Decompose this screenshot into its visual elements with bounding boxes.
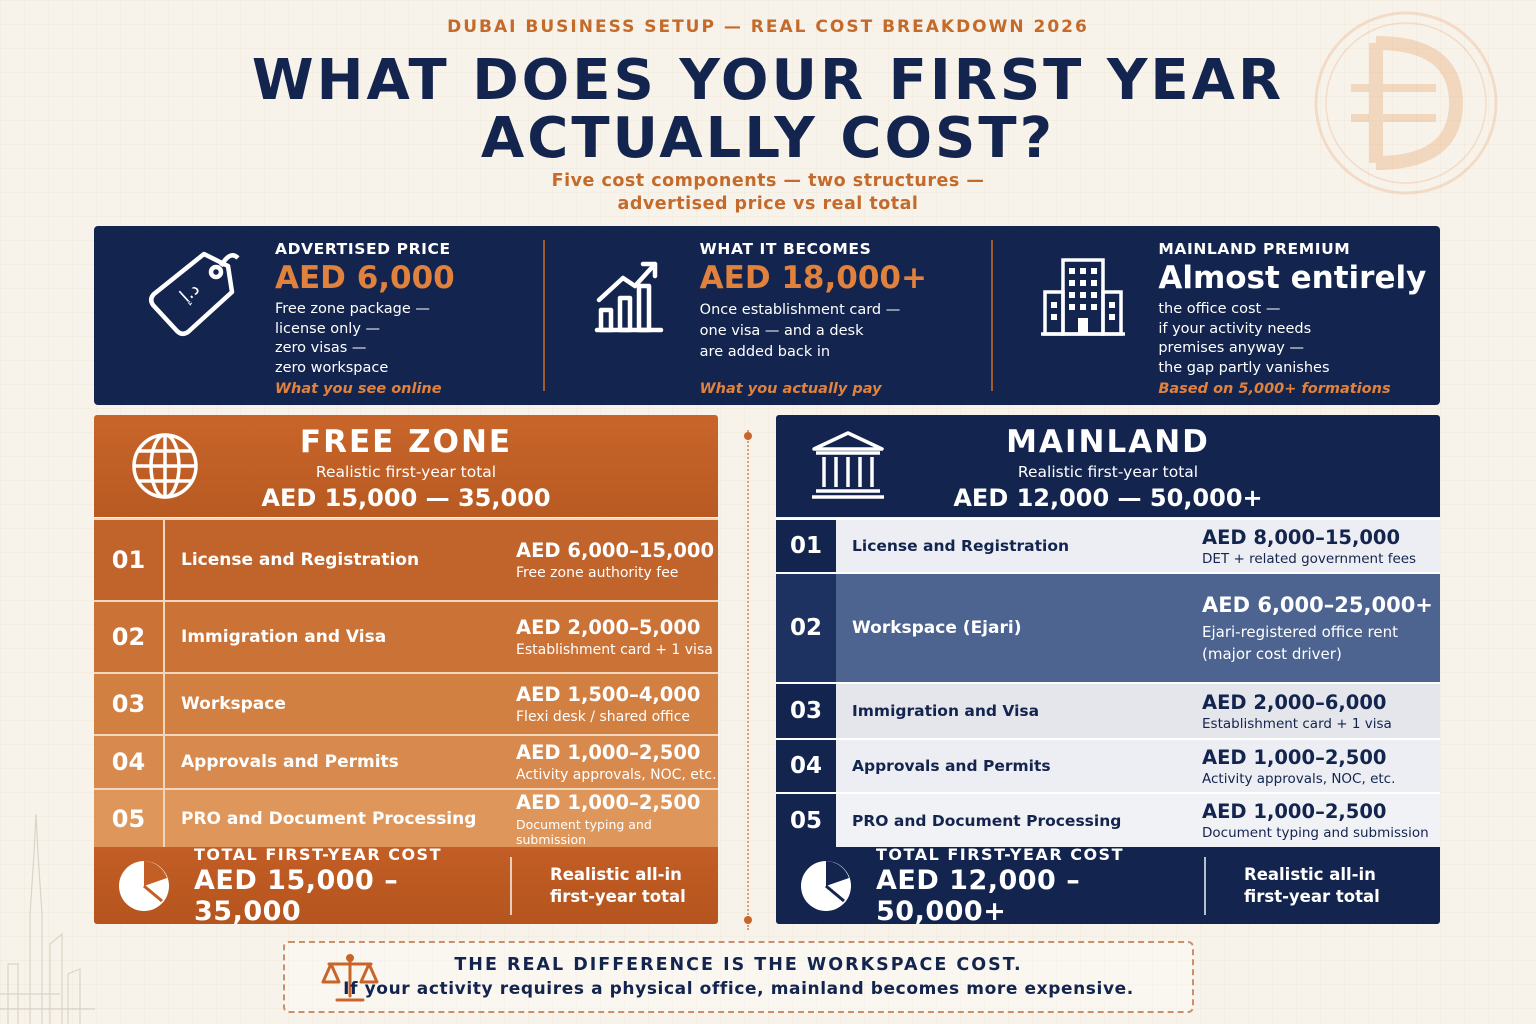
ml-row-workspace: 02 Workspace (Ejari) AED 6,000–25,000+ E… bbox=[776, 572, 1440, 682]
row-number: 04 bbox=[94, 736, 165, 788]
summary-mainland-premium: MAINLAND PREMIUM Almost entirely the off… bbox=[991, 226, 1440, 405]
row-cost: AED 1,500–4,000 Flexi desk / shared offi… bbox=[516, 683, 701, 725]
pie-chart-icon bbox=[801, 860, 851, 911]
scales-icon bbox=[321, 954, 379, 1002]
row-label: PRO and Document Processing bbox=[852, 811, 1122, 830]
workspace-callout: THE REAL DIFFERENCE IS THE WORKSPACE COS… bbox=[283, 941, 1194, 1013]
row-number: 01 bbox=[94, 520, 165, 600]
summary-premium-label: MAINLAND PREMIUM bbox=[1158, 240, 1351, 258]
fz-row-visa: 02 Immigration and Visa AED 2,000–5,000 … bbox=[94, 600, 718, 672]
total-value: AED 15,000 – 35,000 bbox=[194, 864, 399, 927]
skyline-illustration bbox=[0, 813, 95, 1024]
summary-becomes: WHAT IT BECOMES AED 18,000+ Once establi… bbox=[542, 226, 992, 405]
free-zone-subtitle: Realistic first-year total bbox=[315, 463, 497, 481]
page-title: WHAT DOES YOUR FIRST YEAR ACTUALLY COST? bbox=[0, 52, 1536, 168]
row-number: 04 bbox=[776, 740, 836, 792]
title-line-1: WHAT DOES YOUR FIRST YEAR bbox=[251, 48, 1285, 113]
free-zone-title: FREE ZONE bbox=[299, 424, 513, 460]
dirham-watermark-icon bbox=[1314, 11, 1498, 195]
row-label: Workspace bbox=[181, 694, 286, 714]
subtitle-line-1: Five cost components — two structures — bbox=[551, 171, 985, 191]
fz-row-workspace: 03 Workspace AED 1,500–4,000 Flexi desk … bbox=[94, 672, 718, 734]
row-label: Immigration and Visa bbox=[852, 702, 1040, 720]
row-number: 05 bbox=[776, 794, 836, 847]
row-label: License and Registration bbox=[181, 550, 420, 570]
summary-advertised-value: AED 6,000 bbox=[275, 260, 455, 296]
row-number: 03 bbox=[94, 674, 165, 734]
row-label: Approvals and Permits bbox=[181, 752, 399, 772]
row-label: License and Registration bbox=[852, 537, 1070, 555]
row-label: Approvals and Permits bbox=[852, 757, 1051, 775]
divider-dot bbox=[744, 432, 752, 440]
summary-premium-note: Based on 5,000+ formations bbox=[1158, 381, 1391, 397]
row-number: 02 bbox=[94, 602, 165, 672]
summary-band: د.إ ADVERTISED PRICE AED 6,000 Free zone… bbox=[94, 226, 1440, 405]
row-number: 02 bbox=[776, 574, 836, 682]
summary-advertised-label: ADVERTISED PRICE bbox=[275, 240, 451, 258]
summary-advertised-note: What you see online bbox=[275, 381, 442, 397]
row-cost: AED 1,000–2,500 Activity approvals, NOC,… bbox=[516, 741, 717, 783]
svg-text:د.إ: د.إ bbox=[176, 279, 204, 307]
row-cost: AED 2,000–5,000 Establishment card + 1 v… bbox=[516, 616, 713, 658]
summary-premium-desc: the office cost — if your activity needs p… bbox=[1158, 301, 1330, 376]
globe-icon bbox=[132, 433, 198, 499]
fz-row-pro: 05 PRO and Document Processing AED 1,000… bbox=[94, 788, 718, 847]
summary-becomes-label: WHAT IT BECOMES bbox=[699, 240, 872, 258]
row-label: Workspace (Ejari) bbox=[852, 618, 1022, 638]
divider-dot bbox=[744, 916, 752, 924]
office-building-icon bbox=[1041, 258, 1126, 336]
callout-body: If your activity requires a physical off… bbox=[343, 979, 1134, 999]
mainland-header: MAINLAND Realistic first-year total AED … bbox=[776, 415, 1440, 517]
free-zone-total-bar: TOTAL FIRST-YEAR COST AED 15,000 – 35,00… bbox=[94, 844, 718, 927]
panel-divider bbox=[747, 430, 749, 930]
mainland-subtitle: Realistic first-year total bbox=[1017, 463, 1199, 481]
kicker-label: DUBAI BUSINESS SETUP — REAL COST BREAKDO… bbox=[447, 17, 1089, 37]
summary-becomes-desc: Once establishment card — one visa — and … bbox=[699, 302, 901, 360]
ml-row-visa: 03 Immigration and Visa AED 2,000–6,000 … bbox=[776, 682, 1440, 738]
ml-row-pro: 05 PRO and Document Processing AED 1,000… bbox=[776, 792, 1440, 847]
total-label: TOTAL FIRST-YEAR COST bbox=[194, 844, 442, 864]
row-cost: AED 6,000–15,000 Free zone authority fee bbox=[516, 539, 715, 581]
free-zone-header: FREE ZONE Realistic first-year total AED… bbox=[94, 415, 718, 517]
summary-advertised-desc: Free zone package — license only — zero vi… bbox=[275, 301, 430, 376]
fz-row-approvals: 04 Approvals and Permits AED 1,000–2,500… bbox=[94, 734, 718, 788]
government-building-icon bbox=[812, 431, 884, 499]
total-value: AED 12,000 – 50,000+ bbox=[876, 864, 1081, 927]
row-label: PRO and Document Processing bbox=[181, 808, 477, 829]
mainland-total-bar: TOTAL FIRST-YEAR COST AED 12,000 – 50,00… bbox=[776, 844, 1440, 927]
row-cost: AED 2,000–6,000 Establishment card + 1 v… bbox=[1202, 690, 1392, 732]
row-number: 05 bbox=[94, 790, 165, 847]
growth-chart-icon bbox=[594, 261, 663, 333]
summary-becomes-note: What you actually pay bbox=[699, 381, 882, 397]
summary-becomes-value: AED 18,000+ bbox=[699, 260, 927, 296]
pie-chart-icon bbox=[119, 860, 169, 911]
title-line-2: ACTUALLY COST? bbox=[480, 106, 1056, 171]
total-side-note: Realistic all-in first-year total bbox=[510, 856, 718, 915]
subtitle-line-2: advertised price vs real total bbox=[617, 194, 919, 214]
ml-row-approvals: 04 Approvals and Permits AED 1,000–2,500… bbox=[776, 738, 1440, 792]
mainland-total-range: AED 12,000 — 50,000+ bbox=[953, 484, 1263, 512]
free-zone-total-range: AED 15,000 — 35,000 bbox=[261, 484, 551, 512]
price-tag-icon: د.إ bbox=[149, 251, 240, 336]
row-number: 01 bbox=[776, 520, 836, 572]
total-label: TOTAL FIRST-YEAR COST bbox=[876, 844, 1124, 864]
row-cost: AED 1,000–2,500 Document typing and subm… bbox=[516, 790, 701, 847]
fz-row-license: 01 License and Registration AED 6,000–15… bbox=[94, 518, 718, 600]
row-cost: AED 8,000–15,000 DET + related governmen… bbox=[1202, 525, 1417, 567]
total-side-note: Realistic all-in first-year total bbox=[1204, 856, 1440, 915]
summary-premium-value: Almost entirely bbox=[1158, 260, 1427, 296]
row-cost: AED 1,000–2,500 Activity approvals, NOC,… bbox=[1202, 745, 1396, 787]
mainland-title: MAINLAND bbox=[1006, 424, 1210, 460]
callout-heading: THE REAL DIFFERENCE IS THE WORKSPACE COS… bbox=[454, 955, 1023, 975]
row-cost: AED 1,000–2,500 Document typing and subm… bbox=[1202, 800, 1429, 841]
row-label: Immigration and Visa bbox=[181, 627, 387, 647]
ml-row-license: 01 License and Registration AED 8,000–15… bbox=[776, 518, 1440, 572]
row-number: 03 bbox=[776, 684, 836, 738]
summary-advertised: د.إ ADVERTISED PRICE AED 6,000 Free zone… bbox=[94, 226, 543, 405]
row-cost: AED 6,000–25,000+ Ejari-registered offic… bbox=[1202, 593, 1433, 663]
page-subtitle: Five cost components — two structures — … bbox=[0, 170, 1536, 216]
